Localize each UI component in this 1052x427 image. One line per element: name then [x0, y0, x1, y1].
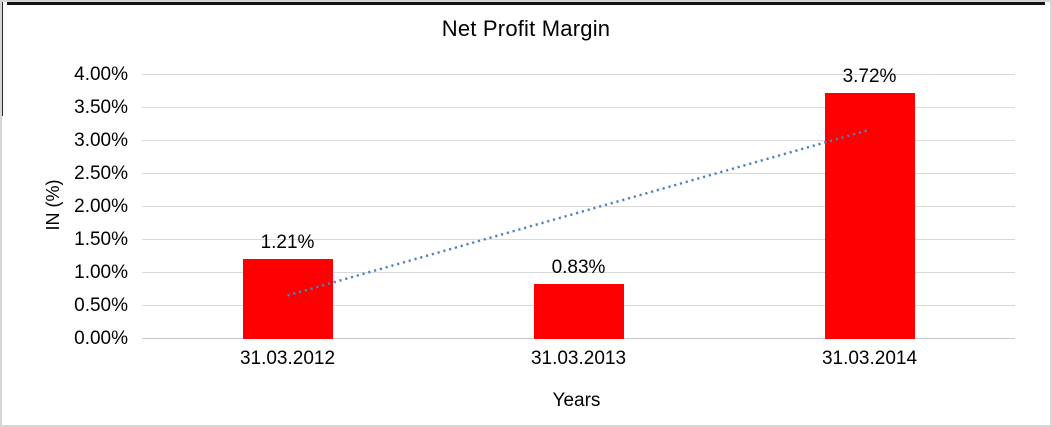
trendline: [287, 128, 870, 297]
bar-data-label: 0.83%: [551, 257, 606, 279]
x-axis-tick-label: 31.03.2014: [821, 348, 918, 369]
x-axis-tick-label: 31.03.2012: [239, 348, 336, 369]
chart-title: Net Profit Margin: [441, 16, 611, 41]
y-axis-tick-label: 3.50%: [74, 97, 128, 118]
bar-data-label: 3.72%: [842, 66, 897, 88]
y-axis-tick-label: 4.00%: [74, 64, 128, 85]
gridline: [142, 239, 1015, 240]
bar: [533, 284, 624, 339]
gridline: [142, 74, 1015, 75]
gridline: [142, 140, 1015, 141]
y-axis-tick-label: 2.50%: [74, 163, 128, 184]
y-axis-tick-label: 1.50%: [74, 229, 128, 250]
gridline: [142, 206, 1015, 207]
gridline: [142, 272, 1015, 273]
y-axis-tick-label: 3.00%: [74, 130, 128, 151]
bar: [242, 259, 333, 339]
bar-data-label: 1.21%: [260, 232, 315, 254]
x-axis-title: Years: [552, 390, 601, 411]
bar: [824, 93, 915, 339]
x-axis-tick-label: 31.03.2013: [530, 348, 627, 369]
y-axis-tick-label: 1.00%: [74, 262, 128, 283]
y-axis-tick-label: 2.00%: [74, 196, 128, 217]
gridline: [142, 107, 1015, 108]
gridline: [142, 173, 1015, 174]
frame-left-border: [2, 2, 3, 116]
frame-top-border: [7, 2, 1045, 5]
y-axis-tick-label: 0.00%: [74, 328, 128, 349]
y-axis-tick-label: 0.50%: [74, 295, 128, 316]
